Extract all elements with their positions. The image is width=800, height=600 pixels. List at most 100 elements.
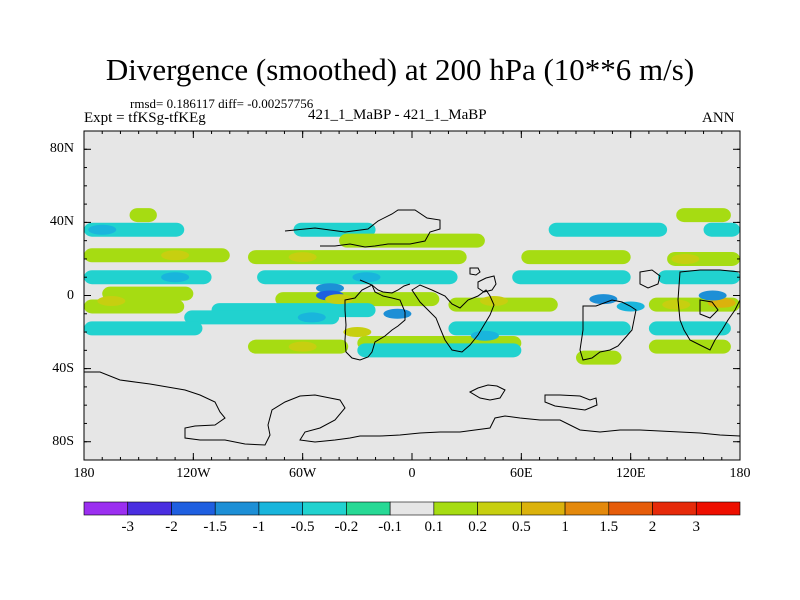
colorbar-level-label: 3	[692, 519, 701, 535]
colorbar-swatch	[564, 501, 610, 516]
latitude-tick-label: 80N	[49, 141, 74, 157]
longitude-tick-label: 0	[408, 466, 416, 481]
colorbar-level-label: -0.1	[378, 519, 402, 535]
colorbar-swatch	[521, 501, 566, 516]
india-coastline	[544, 394, 598, 411]
central-america-coastline	[359, 279, 411, 294]
colorbar-swatch	[477, 501, 522, 516]
colorbar-level-label: -1	[252, 519, 266, 535]
colorbar-swatch	[171, 501, 216, 516]
divergence-core	[671, 253, 700, 264]
latitude-tick-label: 40N	[49, 214, 74, 230]
rmsd-diff-stats: rmsd= 0.186117 diff= -0.00257756	[130, 96, 314, 111]
divergence-band	[648, 321, 731, 336]
divergence-contour-fill	[84, 208, 740, 365]
colorbar-level-label: -3	[121, 519, 134, 535]
colorbar-swatch	[214, 501, 260, 516]
divergence-core	[383, 308, 412, 319]
divergence-core	[97, 295, 126, 306]
axis-ticks	[83, 131, 741, 460]
divergence-core	[297, 312, 326, 323]
colorbar-swatch	[127, 501, 172, 516]
colorbar-level-label: -1.5	[203, 519, 228, 535]
colorbar-swatch	[433, 501, 478, 516]
colorbar-level-label: 0.5	[511, 519, 531, 535]
divergence-core	[480, 295, 508, 306]
arabia-coastline	[477, 275, 497, 293]
colorbar-swatch	[389, 501, 435, 516]
divergence-core	[589, 294, 618, 305]
new-zealand-coastline	[699, 299, 719, 319]
experiment-label: Expt = tfKSg-tfKEg	[84, 110, 206, 126]
divergence-band	[521, 250, 631, 265]
divergence-core	[88, 224, 117, 235]
divergence-band	[102, 286, 194, 301]
divergence-band	[658, 270, 740, 285]
latitude-tick-label: 40S	[52, 360, 74, 376]
divergence-core	[325, 294, 354, 305]
divergence-core	[161, 272, 190, 283]
south-america-coastline	[344, 284, 406, 361]
chart-title: Divergence (smoothed) at 200 hPa (10**6 …	[105, 52, 695, 87]
divergence-core	[288, 341, 317, 352]
divergence-band	[84, 270, 212, 285]
divergence-band	[84, 321, 203, 336]
africa-coastline	[411, 284, 495, 353]
divergence-band	[703, 222, 740, 237]
longitude-tick-label: 180	[729, 466, 751, 481]
colorbar-swatch	[695, 501, 741, 516]
colorbar-swatch	[258, 501, 303, 516]
divergence-core	[161, 250, 190, 261]
colorbar-level-label: -0.2	[334, 519, 359, 535]
divergence-band	[339, 233, 485, 248]
longitude-tick-label: 60W	[289, 466, 317, 481]
coastline-outline	[84, 209, 740, 446]
divergence-core	[662, 299, 691, 310]
colorbar-swatch	[346, 501, 391, 516]
colorbar-swatch	[302, 501, 347, 516]
divergence-band	[576, 350, 622, 365]
australia-coastline	[639, 269, 661, 289]
divergence-band	[248, 250, 467, 265]
divergence-band	[512, 270, 631, 285]
divergence-band	[648, 339, 731, 354]
divergence-band	[357, 343, 522, 358]
divergence-core	[470, 330, 499, 341]
divergence-band	[184, 310, 340, 325]
latitude-tick-label: 80S	[52, 433, 74, 449]
colorbar-swatch	[652, 501, 697, 516]
colorbar-level-label: 1.5	[599, 519, 619, 535]
madagascar-coastline	[469, 267, 481, 276]
divergence-core	[316, 283, 344, 294]
divergence-band	[84, 248, 230, 263]
pacific-island-coastline	[677, 269, 740, 351]
maritime-continent-coastline	[579, 299, 637, 361]
divergence-core	[352, 272, 381, 283]
north-america-coastline	[284, 209, 441, 248]
season-label: ANN	[702, 110, 735, 126]
colorbar-level-label: 2	[648, 519, 657, 535]
colorbar-level-label: 0.2	[468, 519, 487, 535]
colorbar-level-label: 0.1	[424, 519, 444, 535]
colorbar-level-label: 1	[561, 519, 569, 535]
antarctica-coastline	[84, 371, 740, 446]
colorbar-swatch	[608, 501, 653, 516]
colorbar-swatch	[83, 501, 129, 516]
divergence-band	[293, 222, 376, 237]
divergence-band	[676, 208, 731, 223]
longitude-tick-label: 180	[73, 466, 95, 481]
case-names: 421_1_MaBP - 421_1_MaBP	[308, 107, 487, 123]
antarctic-peninsula-coastline	[468, 384, 506, 401]
longitude-tick-label: 60E	[510, 466, 533, 481]
colorbar-level-label: -2	[165, 519, 178, 535]
divergence-band	[129, 208, 157, 223]
longitude-tick-label: 120W	[176, 466, 211, 481]
colorbar-level-label: -0.5	[290, 519, 315, 535]
colorbar	[83, 501, 741, 516]
divergence-core	[343, 327, 372, 338]
divergence-core	[698, 290, 727, 301]
longitude-tick-label: 120E	[615, 466, 646, 481]
latitude-tick-label: 0	[67, 287, 74, 303]
divergence-core	[288, 252, 317, 263]
divergence-band	[548, 222, 668, 237]
